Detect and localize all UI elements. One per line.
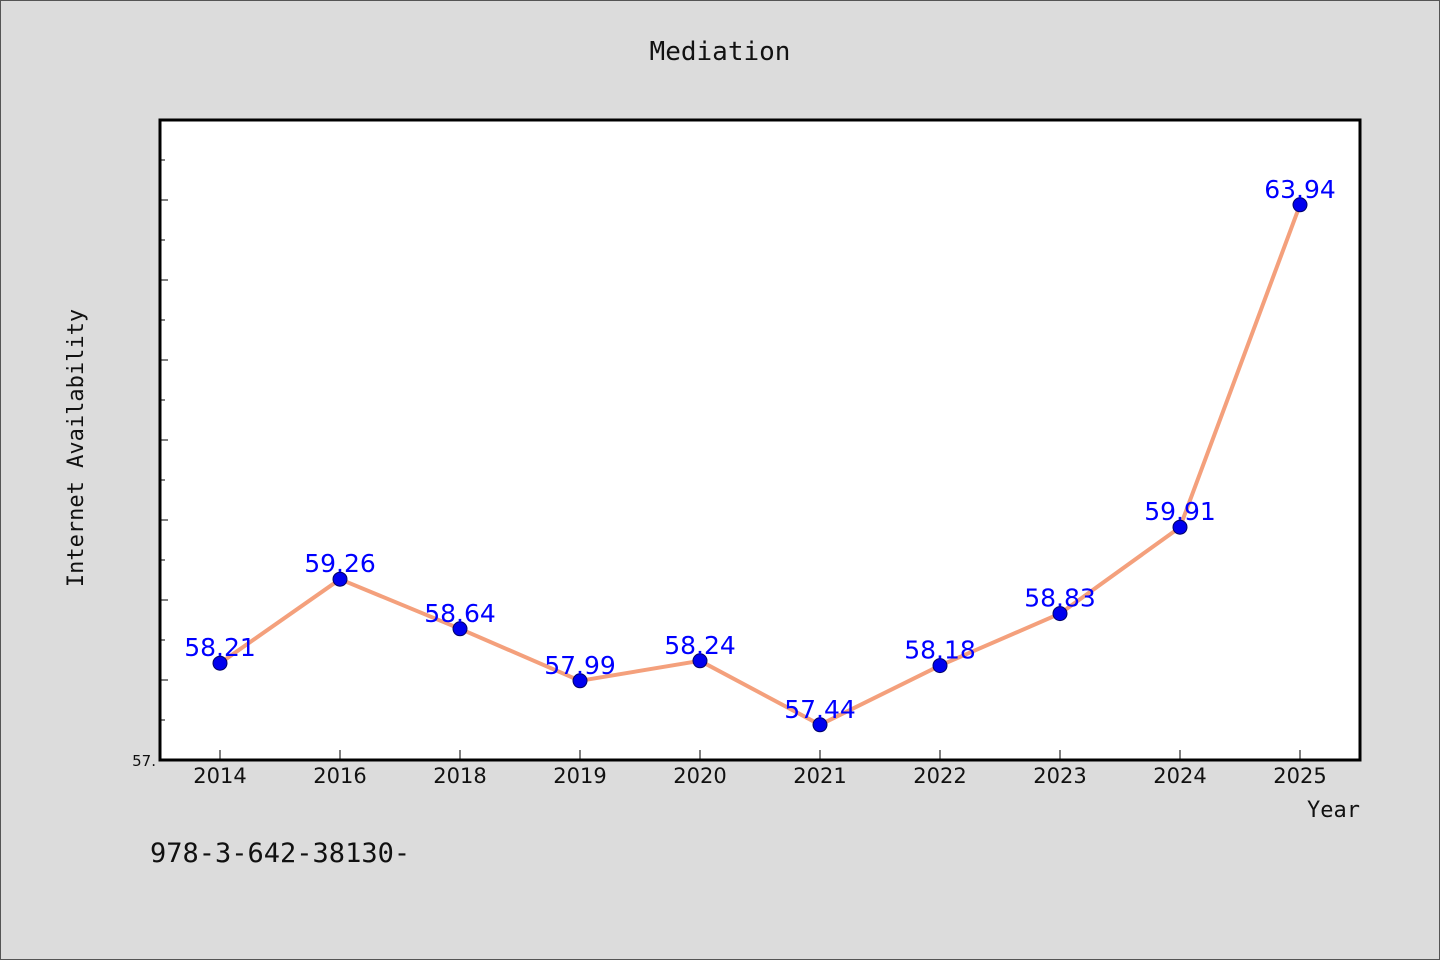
x-tick-label: 2022: [913, 764, 966, 788]
data-point: [932, 658, 948, 674]
data-label: 58.24: [664, 631, 736, 660]
x-tick-label: 2014: [193, 764, 246, 788]
data-point: [1052, 606, 1068, 622]
chart-title: Mediation: [650, 37, 791, 67]
data-label: 58.18: [904, 636, 976, 665]
y-tick-label: 57.: [132, 752, 156, 770]
x-tick-label: 2021: [793, 764, 846, 788]
x-tick-label: 2023: [1033, 764, 1086, 788]
series-layer: [212, 197, 1308, 733]
y-axis-label: Internet Availability: [64, 309, 89, 587]
data-point: [812, 717, 828, 733]
x-tick-label: 2016: [313, 764, 366, 788]
data-point: [692, 653, 708, 669]
data-point: [332, 571, 348, 587]
footer-code: 978-3-642-38130-: [150, 838, 410, 869]
data-label: 59.26: [304, 549, 376, 578]
data-point: [572, 673, 588, 689]
data-label: 57.44: [784, 695, 856, 724]
x-axis-ticks: 2014 2016 2018 2019 2020 2021 2022 2023 2024 2025: [193, 750, 1327, 788]
data-label: 63.94: [1264, 175, 1336, 204]
data-label-layer: 58.21 59.26 58.64 57.99 58.24 57.44 58.18 58.83…: [184, 175, 1336, 724]
plot-area: [158, 118, 1362, 762]
x-tick-label: 2020: [673, 764, 726, 788]
y-axis-ticks: 57.: [132, 119, 168, 770]
data-point: [1172, 519, 1188, 535]
data-label: 58.64: [424, 599, 496, 628]
data-point: [212, 655, 228, 671]
x-axis-label: Year: [1307, 798, 1360, 823]
x-tick-label: 2025: [1273, 764, 1326, 788]
data-label: 58.83: [1024, 584, 1096, 613]
data-label: 58.21: [184, 633, 256, 662]
x-tick-label: 2018: [433, 764, 486, 788]
x-tick-label: 2024: [1153, 764, 1206, 788]
series-line: [218, 202, 1302, 727]
data-point: [452, 621, 468, 637]
x-tick-label: 2019: [553, 764, 606, 788]
data-point: [1292, 197, 1308, 213]
data-label: 59.91: [1144, 497, 1216, 526]
data-label: 57.99: [544, 651, 616, 680]
